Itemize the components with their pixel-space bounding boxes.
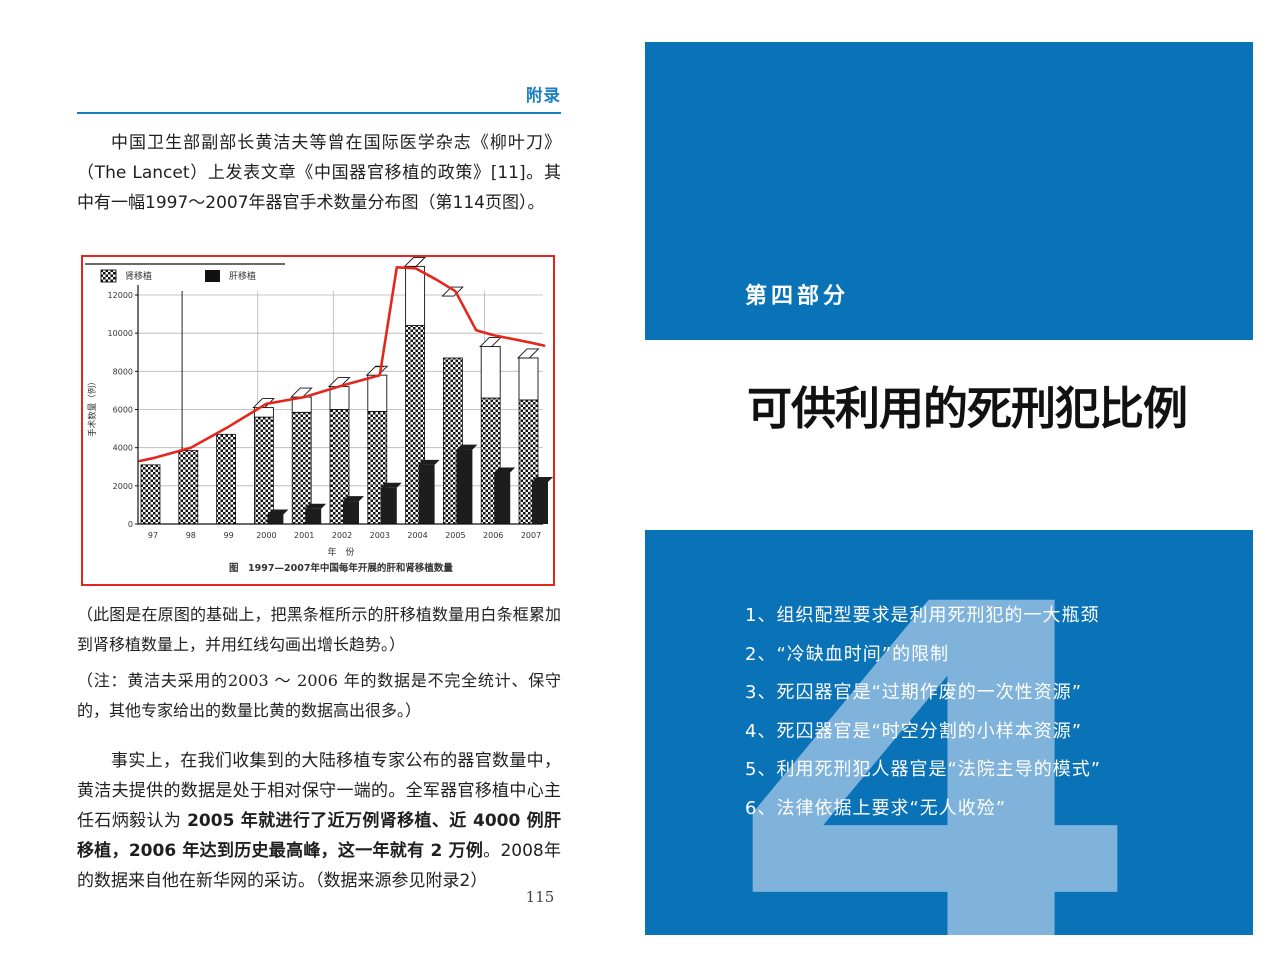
left-page: 附录 中国卫生部副部长黄洁夫等曾在国际医学杂志《柳叶刀》（The Lancet）… [77,86,561,896]
svg-text:图 1997—2007年中国每年开展的肝和肾移植数量: 图 1997—2007年中国每年开展的肝和肾移植数量 [229,562,453,574]
svg-text:2005: 2005 [445,531,465,540]
svg-text:99: 99 [224,531,234,540]
closing-paragraph: 事实上，在我们收集到的大陆移植专家公布的器官数量中，黄洁夫提供的数据是处于相对保… [77,746,561,896]
svg-text:2007: 2007 [521,531,541,540]
svg-text:肝移植: 肝移植 [229,270,256,282]
topic-item-1: 1、组织配型要求是利用死刑犯的一大瓶颈 [745,605,1100,626]
svg-text:2006: 2006 [483,531,503,540]
svg-text:4000: 4000 [113,444,133,453]
topic-item-4: 4、死囚器官是“时空分割的小样本资源” [745,720,1083,742]
svg-text:2000: 2000 [256,531,276,540]
chapter-divider-top-block: 第四部分 [645,42,1253,340]
svg-text:肾移植: 肾移植 [125,270,152,282]
topic-item-2: 2、“冷缺血时间”的限制 [745,643,950,665]
chapter-topic-list: 1、组织配型要求是利用死刑犯的一大瓶颈 2、“冷缺血时间”的限制 3、死囚器官是… [745,597,1101,828]
svg-text:2004: 2004 [407,531,427,540]
closing-paragraph-pre: 事实上，在我们收集到的大陆移植专家公布的器官数量中，黄洁夫提供的数据是处于相对保… [77,751,561,831]
big-4-watermark: 4 [725,530,1145,936]
svg-text:10000: 10000 [108,329,133,338]
svg-text:2000: 2000 [113,482,133,491]
svg-text:6000: 6000 [113,406,133,415]
svg-text:手术数量（例）: 手术数量（例） [87,377,98,437]
svg-text:97: 97 [148,531,158,540]
transplant-chart-figure: 0 2000 4000 6000 8000 10000 12000 97 98 99 2000 200… [81,255,555,586]
svg-text:0: 0 [128,520,133,529]
svg-text:12000: 12000 [108,291,133,300]
chapter-title: 可供利用的死刑犯比例 [747,382,1188,435]
svg-text:8000: 8000 [113,367,133,376]
closing-paragraph-post: 。2008年的数据来自他在新华网的采访。（数据来源参见附录2） [77,841,562,891]
svg-text:98: 98 [186,531,196,540]
head-rule [77,112,561,114]
svg-text:年 份: 年 份 [327,546,354,558]
part-label: 第四部分 [745,284,850,309]
running-head-appendix: 附录 [526,86,561,105]
transplant-chart: 0 2000 4000 6000 8000 10000 12000 97 98 99 2000 200… [83,257,553,584]
topic-item-3: 3、死囚器官是“过期作废的一次性资源” [745,682,1083,703]
closing-paragraph-bold: 2005 年就进行了近万例肾移植、近 4000 例肝移植，2006 年达到历史最… [77,811,561,861]
intro-paragraph: 中国卫生部副部长黄洁夫等曾在国际医学杂志《柳叶刀》（The Lancet）上发表… [77,133,561,213]
topic-item-6: 6、法律依据上要求“无人收殓” [745,797,1007,819]
page-number: 115 [525,888,555,906]
svg-text:2003: 2003 [370,531,390,540]
topic-item-5: 5、利用死刑犯人器官是“法院主导的模式” [745,759,1102,780]
svg-text:2001: 2001 [294,531,314,540]
figure-caption-1: （此图是在原图的基础上，把黑条框所示的肝移植数量用白条框累加到肾移植数量上，并用… [77,605,561,654]
chapter-divider-bottom-block: 4 1、组织配型要求是利用死刑犯的一大瓶颈 2、“冷缺血时间”的限制 3、死囚器… [645,530,1253,935]
figure-caption-2: （注：黄洁夫采用的2003 ～ 2006 年的数据是不完全统计、保守的，其他专家… [77,671,561,720]
svg-text:2002: 2002 [332,531,352,540]
